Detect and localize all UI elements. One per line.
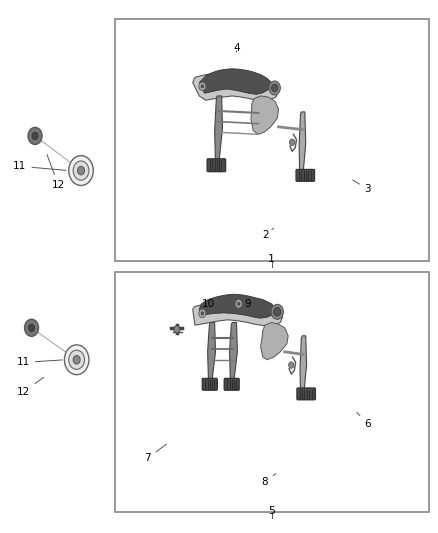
- Text: 6: 6: [357, 413, 371, 429]
- Polygon shape: [299, 112, 306, 173]
- Circle shape: [73, 356, 80, 364]
- Circle shape: [272, 84, 278, 92]
- Polygon shape: [300, 336, 307, 392]
- Circle shape: [64, 345, 89, 375]
- Circle shape: [32, 132, 38, 140]
- Text: 10: 10: [201, 299, 215, 312]
- Circle shape: [289, 362, 294, 368]
- Circle shape: [69, 350, 85, 369]
- Circle shape: [78, 166, 85, 175]
- Circle shape: [290, 139, 295, 146]
- Circle shape: [199, 82, 206, 91]
- Circle shape: [69, 156, 93, 185]
- Text: 11: 11: [13, 161, 66, 171]
- Text: 5: 5: [268, 506, 275, 516]
- Text: 4: 4: [233, 43, 240, 53]
- Polygon shape: [230, 322, 237, 381]
- Circle shape: [201, 85, 204, 88]
- Circle shape: [269, 81, 280, 95]
- Text: 12: 12: [17, 377, 44, 397]
- Polygon shape: [199, 69, 272, 94]
- Polygon shape: [215, 96, 223, 163]
- Polygon shape: [199, 294, 276, 318]
- Text: 2: 2: [262, 228, 274, 239]
- Text: 12: 12: [47, 155, 65, 190]
- FancyBboxPatch shape: [224, 378, 239, 390]
- FancyBboxPatch shape: [296, 169, 314, 181]
- FancyBboxPatch shape: [297, 388, 315, 400]
- Circle shape: [235, 300, 242, 308]
- Circle shape: [237, 302, 240, 305]
- Polygon shape: [251, 96, 279, 134]
- FancyBboxPatch shape: [207, 159, 226, 172]
- FancyBboxPatch shape: [202, 378, 217, 390]
- Text: 7: 7: [144, 444, 166, 463]
- Bar: [115, 19, 429, 261]
- Polygon shape: [193, 72, 278, 101]
- Text: 11: 11: [17, 358, 62, 367]
- Circle shape: [73, 161, 89, 180]
- Text: 8: 8: [261, 473, 276, 487]
- Circle shape: [199, 309, 206, 318]
- Circle shape: [271, 304, 283, 319]
- Circle shape: [174, 326, 180, 333]
- Circle shape: [28, 324, 35, 332]
- Text: 9: 9: [239, 299, 251, 312]
- Circle shape: [28, 127, 42, 144]
- Circle shape: [25, 319, 39, 336]
- Text: 1: 1: [268, 254, 275, 264]
- Polygon shape: [261, 322, 288, 360]
- Circle shape: [274, 308, 281, 316]
- Bar: [115, 272, 429, 512]
- Polygon shape: [208, 322, 215, 381]
- Polygon shape: [193, 298, 283, 326]
- Text: 3: 3: [353, 180, 371, 194]
- Circle shape: [201, 312, 204, 315]
